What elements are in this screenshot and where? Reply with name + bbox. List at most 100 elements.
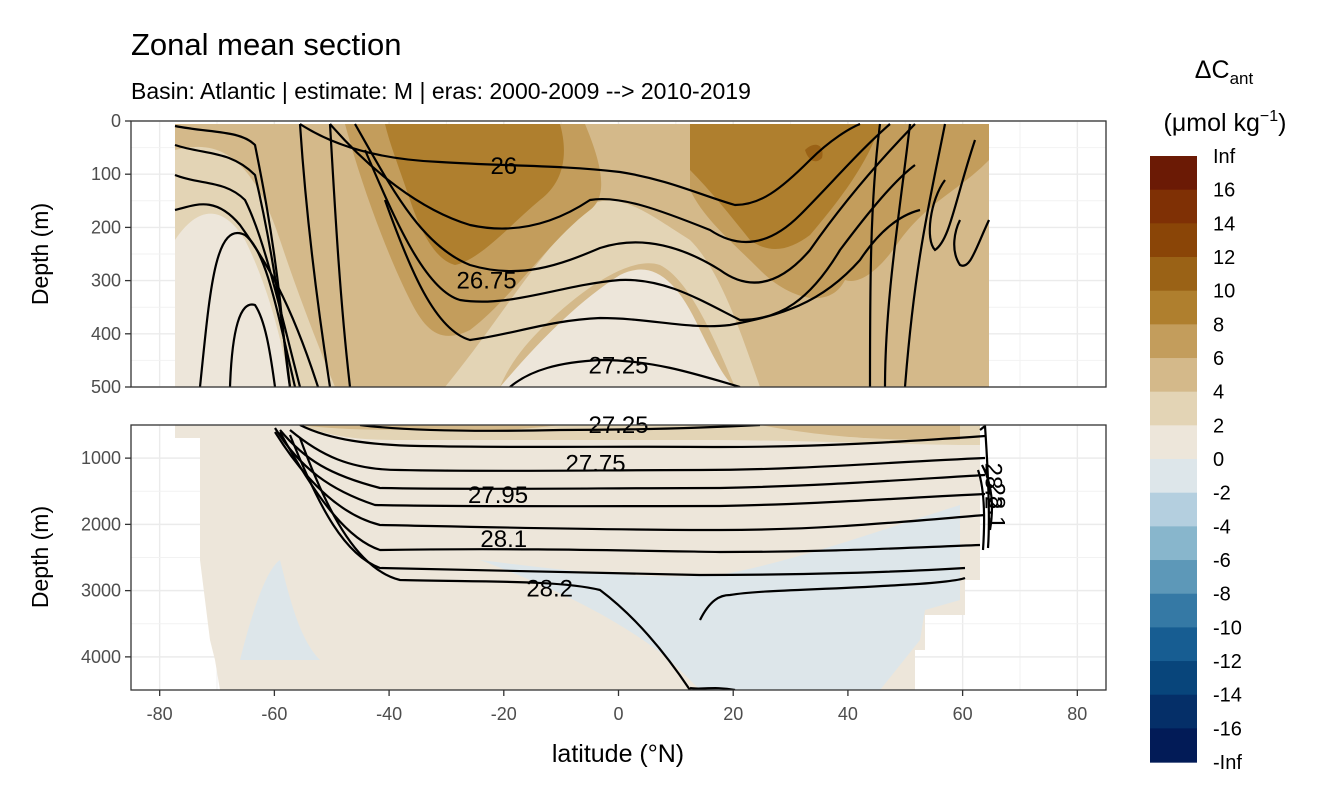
lower-contour-27-95 (274, 427, 986, 508)
density-contour-label: 28.2 (526, 576, 573, 603)
panel-upper-y-axis: 0 100 200 300 400 500 (91, 111, 131, 397)
legend-color-swatch (1150, 593, 1197, 628)
legend-label: -16 (1213, 718, 1242, 740)
x-tick-label: -80 (147, 704, 173, 724)
legend-label: -12 (1213, 651, 1242, 673)
legend-color-swatch (1150, 257, 1197, 292)
legend-unit-end: ) (1278, 109, 1286, 137)
legend-label: 4 (1213, 382, 1224, 404)
legend-label: 12 (1213, 247, 1235, 269)
y-axis-title-upper: Depth (m) (27, 203, 53, 305)
legend-color-swatch (1150, 189, 1197, 224)
upper-contour-s6 (198, 232, 297, 387)
upper-contour-s5 (228, 303, 277, 387)
panel-lower-y-axis: 1000 2000 3000 4000 (81, 448, 131, 667)
legend: ΔCant (μmol kg−1) Inf 16 14 12 10 8 6 4 2 0 -2 -4 -6… (1150, 56, 1286, 774)
upper-contour-s3 (174, 173, 302, 387)
upper-contour-n5 (953, 219, 990, 267)
upper-contour-27 (383, 199, 921, 342)
legend-label: 0 (1213, 449, 1224, 471)
upper-contour-27-25 (509, 358, 741, 387)
upper-fill-dark-north (690, 124, 880, 250)
legend-label: 6 (1213, 348, 1224, 370)
legend-color-swatch (1150, 223, 1197, 258)
lower-contour-27-75 (289, 429, 986, 472)
legend-color-swatch (1150, 459, 1197, 494)
density-contour-label: 26.75 (457, 268, 517, 295)
panel-upper-border (130, 120, 1107, 388)
lower-contour-28-1 (279, 431, 981, 554)
x-tick-label: 40 (838, 704, 858, 724)
chart-subtitle: Basin: Atlantic | estimate: M | eras: 20… (131, 78, 751, 104)
density-contour-label: 28.2 (980, 463, 1007, 510)
x-tick-label: -60 (261, 704, 287, 724)
upper-density-contours (174, 122, 990, 387)
lower-fill-blue-south (240, 560, 320, 660)
legend-color-swatch (1150, 290, 1197, 325)
legend-unit-main: (μmol kg (1164, 109, 1260, 137)
lower-contour-28-2-north (689, 686, 736, 690)
panel-upper: 26 26.75 27.25 0 100 200 300 400 500 Depth (m) (27, 111, 1107, 397)
upper-fill-light-equator (500, 269, 735, 387)
legend-color-swatch (1150, 156, 1197, 191)
legend-color-swatch (1150, 358, 1197, 393)
upper-contour-26 (299, 122, 861, 207)
density-contour-label: 28.1 (982, 483, 1009, 530)
legend-colorbar: Inf 16 14 12 10 8 6 4 2 0 -2 -4 -6 -8 -10 -12 -14 -16 -Inf (1150, 146, 1242, 774)
y-tick-label: 4000 (81, 647, 121, 667)
x-tick-label: 20 (723, 704, 743, 724)
upper-fill-tan-equator (445, 200, 760, 387)
legend-label: 10 (1213, 281, 1235, 303)
upper-contour-n1 (868, 123, 882, 387)
x-tick-label: -40 (376, 704, 402, 724)
legend-label: Inf (1213, 146, 1236, 168)
y-tick-label: 400 (91, 324, 121, 344)
legend-color-swatch (1150, 694, 1197, 729)
lower-contour-27-85 (279, 429, 986, 490)
upper-contour-n2 (883, 123, 912, 387)
x-tick-label: 0 (613, 704, 623, 724)
density-contour-label: 26 (490, 153, 517, 180)
legend-label: 2 (1213, 415, 1224, 437)
y-tick-label: 200 (91, 217, 121, 237)
y-tick-label: 0 (111, 111, 121, 131)
legend-color-swatch (1150, 492, 1197, 527)
legend-label: 8 (1213, 314, 1224, 336)
legend-label: -8 (1213, 584, 1231, 606)
density-contour-label: 28.1 (480, 526, 527, 553)
upper-contour-26-5 (354, 123, 916, 284)
legend-color-swatch (1150, 526, 1197, 561)
lower-contour-28-25 (699, 576, 966, 621)
x-tick-label: 80 (1067, 704, 1087, 724)
upper-contour-n3 (903, 123, 947, 387)
legend-color-swatch (1150, 661, 1197, 696)
y-tick-label: 300 (91, 271, 121, 291)
legend-color-swatch (1150, 425, 1197, 460)
legend-color-swatch (1150, 728, 1197, 763)
y-axis-title-lower: Depth (m) (27, 506, 53, 608)
legend-label: -6 (1213, 550, 1231, 572)
legend-unit: (μmol kg−1) (1164, 108, 1287, 137)
legend-label: -4 (1213, 516, 1231, 538)
legend-label: -Inf (1213, 752, 1242, 774)
lower-fill-tan-top (195, 425, 980, 445)
legend-title: ΔCant (1195, 56, 1254, 88)
x-tick-label: -20 (491, 704, 517, 724)
legend-label: -14 (1213, 685, 1242, 707)
legend-color-swatch (1150, 627, 1197, 662)
density-contour-label: 27.25 (588, 353, 648, 380)
y-tick-label: 500 (91, 377, 121, 397)
x-tick-label: 60 (953, 704, 973, 724)
upper-contour-s8 (328, 123, 352, 387)
upper-contour-s7 (298, 123, 332, 387)
upper-contour-s2 (174, 143, 292, 387)
y-tick-label: 3000 (81, 581, 121, 601)
upper-fill-darkest-north (805, 144, 823, 162)
legend-label: 16 (1213, 180, 1235, 202)
upper-contour-s4 (174, 203, 320, 387)
upper-contour-n4 (928, 139, 977, 252)
lower-contour-north-wall (976, 425, 994, 551)
lower-contour-27-25 (359, 425, 761, 432)
